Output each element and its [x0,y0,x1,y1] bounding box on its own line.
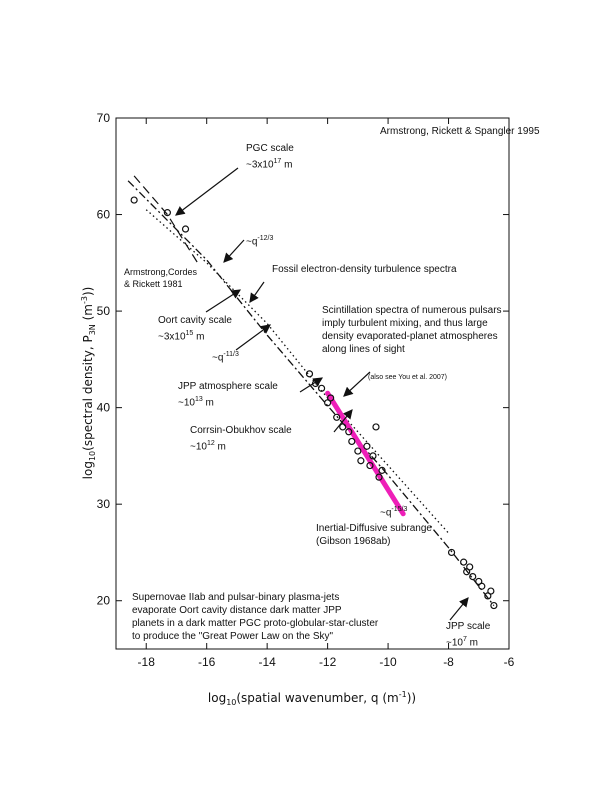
x-tick-label: -14 [258,655,276,669]
data-point [348,437,356,446]
x-tick-label: -8 [443,655,454,669]
data-point [345,428,353,436]
fossil-label: Fossil electron-density turbulence spect… [272,264,457,275]
data-point [460,558,468,566]
jpp-scale-annotation: JPP scale ~107 m [446,621,491,649]
x-tick-label: -10 [379,655,397,669]
data-point [466,563,474,571]
x-axis-label: log10(spatial wavenumber, q (m-1)) [208,690,416,707]
series-line-magenta [325,390,406,517]
y-tick-label: 20 [97,594,111,608]
pgc-scale-value: ~3x10 [246,159,274,171]
oort-scale-annotation: Oort cavity scale ~3x1015 m [158,315,232,343]
data-point [490,601,498,610]
series-line-dashed [133,175,199,264]
annotation-arrow [175,167,239,216]
data-point [363,442,371,450]
y-tick-label: 50 [97,304,111,318]
x-tick-label: -12 [319,655,337,669]
slope-15-3-label: ~q-15/3 [380,506,408,519]
data-point [327,394,335,402]
slope-11-3-label: ~q-11/3 [212,351,239,364]
data-point [369,452,377,460]
points-group [130,196,498,610]
pgc-scale-annotation: PGC scale ~3x1017 m [246,142,294,171]
pgc-scale-unit: m [281,159,293,171]
axis-ticks: -18 -16 -14 -12 -10 -8 -6 20 30 40 50 60 70 [97,111,515,669]
corrsin-annotation: Corrsin-Obukhov scale ~1012 m [190,425,292,453]
data-point [366,461,374,470]
annotation-arrow [299,377,324,393]
data-point [339,423,347,431]
inertial-label: Inertial-Diffusive subrange (Gibson 1968… [316,523,432,547]
data-point [130,196,138,204]
y-axis-label: log10(spectral density, P3N (m-3)) [80,287,97,480]
annotation-arrow [343,371,371,397]
y-tick-label: 60 [97,208,111,222]
oort-scale-label: Oort cavity scale [158,315,232,326]
source-label: Armstrong, Rickett & Spangler 1995 [380,126,540,137]
supernovae-label: Supernovae IIab and pulsar-binary plasma… [132,592,379,642]
data-point [378,466,386,474]
y-tick-label: 30 [97,497,111,511]
data-point [375,473,383,481]
y-tick-label: 40 [97,401,111,415]
see-you-label: (also see You et al. 2007) [368,374,448,381]
data-point [333,413,341,421]
x-tick-label: -16 [198,655,216,669]
pgc-scale-label: PGC scale [246,143,294,154]
data-point [354,447,362,455]
data-point [469,572,477,581]
annotation-arrow [249,281,265,303]
y-tick-label: 70 [97,111,111,125]
plot-frame [115,117,510,650]
pgc-scale-exp: 17 [273,158,282,165]
annotation-arrow [449,597,469,621]
annotation-arrows [175,167,469,621]
data-point [181,225,190,233]
annotation-arrow [205,289,242,313]
annotation-arrow [223,239,245,263]
jpp-atmosphere-annotation: JPP atmosphere scale ~1013 m [178,381,278,409]
annotation-arrow [333,409,353,433]
annotation-arrow [235,324,271,351]
x-tick-label: -18 [138,655,156,669]
data-point [372,423,380,431]
data-point [478,582,486,590]
data-point [163,209,171,217]
armstrong-1981-label: Armstrong,Cordes & Rickett 1981 [124,267,198,289]
scintillation-label: Scintillation spectra of numerous pulsar… [322,305,502,355]
data-point [357,457,365,465]
x-tick-label: -6 [504,655,515,669]
data-point [447,548,456,557]
data-point [487,587,495,595]
data-point [305,370,314,378]
slope-12-3-label: ~q-12/3 [246,235,274,248]
